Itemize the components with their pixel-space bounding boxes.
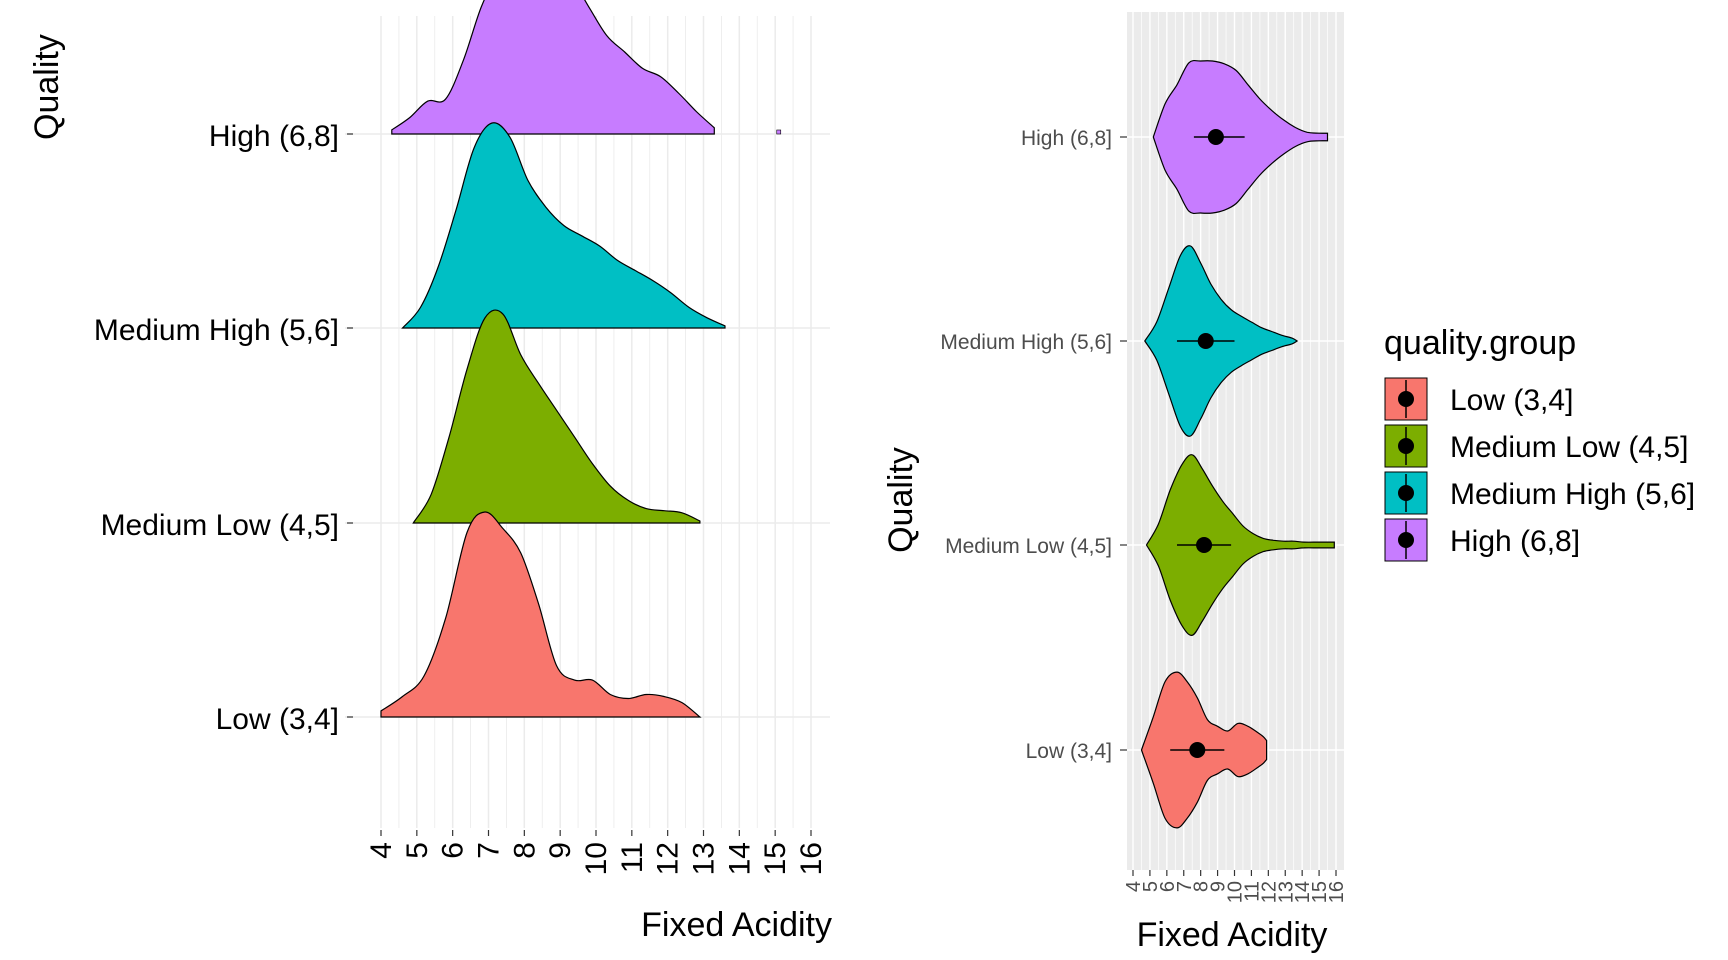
x-tick-label: 14 (723, 842, 756, 875)
x-tick-label: 5 (401, 842, 434, 859)
x-tick-label: 10 (580, 842, 613, 875)
x-tick-label: 11 (616, 842, 649, 873)
x-tick-label: 4 (365, 842, 398, 859)
x-tick-label: 7 (473, 842, 506, 859)
ridge-high (391, 0, 715, 135)
ridgeline-x-axis: 4 5 6 7 8 9 10 11 12 13 14 15 16 (365, 830, 828, 875)
ridgeline-y-axis-title: Quality (28, 34, 66, 140)
ridge-low (380, 511, 702, 718)
x-tick-label: 13 (688, 842, 721, 875)
ridgeline-ridges (380, 0, 782, 718)
x-tick-label: 8 (508, 842, 541, 859)
x-tick-label: 16 (795, 842, 828, 875)
y-tick-label: Medium High (5,6] (94, 314, 339, 347)
ridge-medium (412, 309, 701, 524)
y-tick-label: High (6,8] (209, 120, 339, 153)
ridge-outlier (776, 129, 782, 135)
ridge-medium (401, 122, 726, 329)
ridgeline-gridlines (345, 16, 830, 828)
x-tick-label: 15 (759, 842, 792, 875)
ridgeline-x-axis-title: Fixed Acidity (641, 906, 832, 944)
y-tick-label: Medium Low (4,5] (101, 509, 339, 542)
ridgeline-y-axis: High (6,8] Medium High (5,6] Medium Low (4… (94, 120, 353, 736)
y-tick-label: Low (3,4] (216, 703, 339, 736)
x-tick-label: 6 (437, 842, 470, 859)
x-tick-label: 9 (544, 842, 577, 859)
x-tick-label: 12 (652, 842, 685, 875)
